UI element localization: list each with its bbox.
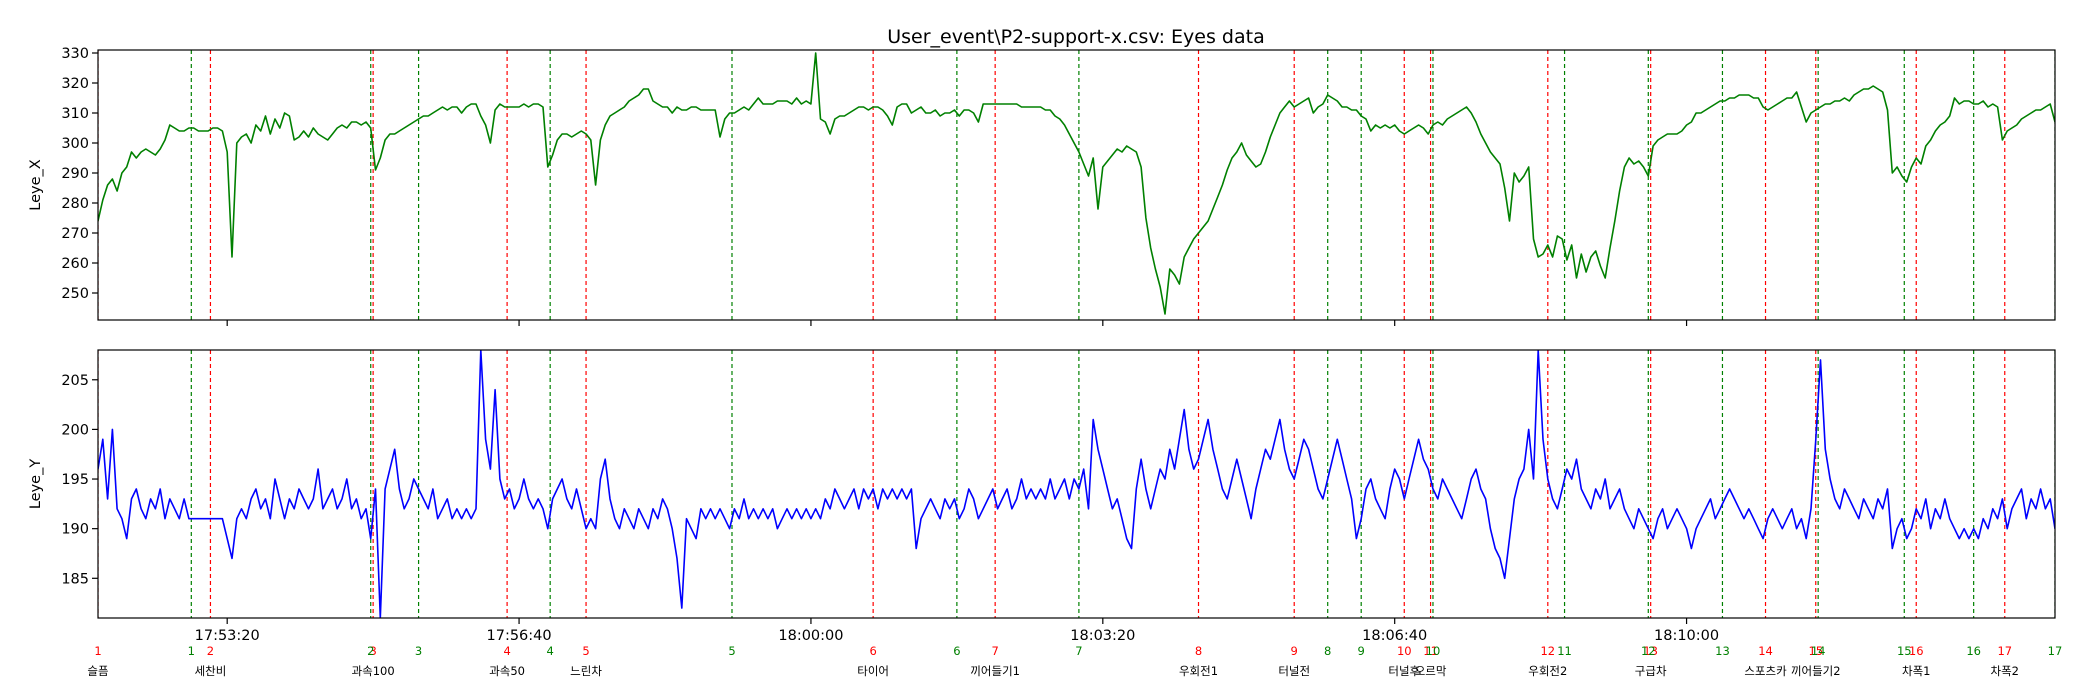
y-tick-label: 190 xyxy=(61,522,89,538)
green-event-number: 9 xyxy=(1358,644,1365,658)
y-tick-label: 250 xyxy=(61,286,89,302)
chart-title: User_event\P2-support-x.csv: Eyes data xyxy=(887,26,1264,48)
event-name: 차폭2 xyxy=(1991,664,2019,678)
event-lines xyxy=(98,50,2055,320)
green-event-number: 16 xyxy=(1966,644,1981,658)
green-event-number: 1 xyxy=(188,644,195,658)
y-tick-label: 200 xyxy=(61,422,89,438)
event-name: 차폭1 xyxy=(1902,664,1930,678)
red-event-number: 7 xyxy=(991,644,998,658)
x-tick-label: 18:06:40 xyxy=(1362,628,1427,644)
event-labels: 1 슬픔 2 세찬비 3 과속100 4 과속50 5 느린차 6 타이어 7 끼어들기1 8 우회전1 9 터널… xyxy=(87,644,2062,678)
event-name: 오르막 xyxy=(1415,664,1447,678)
x-tick-label: 17:53:20 xyxy=(195,628,260,644)
plot-frame xyxy=(97,49,2056,321)
green-event-number: 10 xyxy=(1426,644,1441,658)
y-axis-label: Leye_X xyxy=(28,159,44,210)
event-name: 스포츠카 xyxy=(1744,664,1787,678)
event-name: 과속100 xyxy=(352,664,395,678)
x-tick-label: 18:00:00 xyxy=(778,628,843,644)
time-axis: 17:53:20 17:56:40 18:00:00 18:03:20 18:06:40… xyxy=(195,628,1720,644)
red-event-number: 16 xyxy=(1909,644,1924,658)
series-line xyxy=(98,350,2055,618)
green-event-number: 3 xyxy=(415,644,422,658)
event-name: 구급차 xyxy=(1635,664,1667,678)
event-name: 끼어들기2 xyxy=(1791,664,1841,678)
y-tick-label: 270 xyxy=(61,226,89,242)
red-event-number: 17 xyxy=(1997,644,2012,658)
green-event-number: 8 xyxy=(1324,644,1331,658)
red-event-number: 5 xyxy=(582,644,589,658)
y-axis-label: Leye_Y xyxy=(28,459,44,509)
green-event-number: 6 xyxy=(953,644,960,658)
red-event-number: 8 xyxy=(1195,644,1202,658)
red-event-number: 13 xyxy=(1643,644,1658,658)
red-event-number: 9 xyxy=(1291,644,1298,658)
green-event-number: 4 xyxy=(547,644,554,658)
event-name: 우회전2 xyxy=(1528,664,1567,678)
event-name: 끼어들기1 xyxy=(970,664,1020,678)
event-name: 터널후 xyxy=(1388,664,1420,678)
y-tick-label: 300 xyxy=(61,136,89,152)
green-event-number: 14 xyxy=(1811,644,1826,658)
red-event-number: 14 xyxy=(1758,644,1773,658)
red-event-number: 12 xyxy=(1540,644,1555,658)
y-tick-label: 260 xyxy=(61,256,89,272)
event-name: 타이어 xyxy=(857,664,889,678)
leye-x-panel: 250 260 270 280 290 300 310 320 330 Leye_X xyxy=(28,46,2056,326)
x-tick-label: 18:10:00 xyxy=(1654,628,1719,644)
plot-frame xyxy=(97,349,2056,619)
event-name: 슬픔 xyxy=(87,664,108,678)
y-tick-label: 195 xyxy=(61,472,89,488)
red-event-number: 6 xyxy=(869,644,876,658)
event-lines xyxy=(98,350,2055,618)
leye-y-panel: 185 190 195 200 205 Leye_Y xyxy=(28,349,2056,624)
event-name: 우회전1 xyxy=(1179,664,1218,678)
green-event-number: 11 xyxy=(1557,644,1572,658)
y-tick-label: 185 xyxy=(61,571,89,587)
y-tick-label: 205 xyxy=(61,373,89,389)
green-event-number: 7 xyxy=(1075,644,1082,658)
y-tick-label: 330 xyxy=(61,46,89,62)
green-event-number: 12 xyxy=(1641,644,1656,658)
event-name: 세찬비 xyxy=(195,664,227,678)
green-event-number: 13 xyxy=(1715,644,1730,658)
red-event-number: 4 xyxy=(503,644,510,658)
event-name: 터널전 xyxy=(1278,664,1310,678)
green-event-number: 5 xyxy=(728,644,735,658)
green-event-number: 17 xyxy=(2048,644,2063,658)
red-event-number: 11 xyxy=(1423,644,1438,658)
green-event-number: 15 xyxy=(1897,644,1912,658)
red-event-number: 10 xyxy=(1397,644,1412,658)
series-line xyxy=(98,52,2055,315)
y-tick-label: 310 xyxy=(61,106,89,122)
event-name: 과속50 xyxy=(489,664,525,678)
green-event-number: 2 xyxy=(367,644,374,658)
red-event-number: 15 xyxy=(1808,644,1823,658)
y-tick-label: 290 xyxy=(61,166,89,182)
y-tick-label: 280 xyxy=(61,196,89,212)
event-name: 느린차 xyxy=(570,664,602,678)
y-tick-label: 320 xyxy=(61,76,89,92)
x-tick-label: 17:56:40 xyxy=(487,628,552,644)
red-event-number: 2 xyxy=(207,644,214,658)
red-event-number: 1 xyxy=(94,644,101,658)
x-tick-label: 18:03:20 xyxy=(1070,628,1135,644)
red-event-number: 3 xyxy=(369,644,376,658)
